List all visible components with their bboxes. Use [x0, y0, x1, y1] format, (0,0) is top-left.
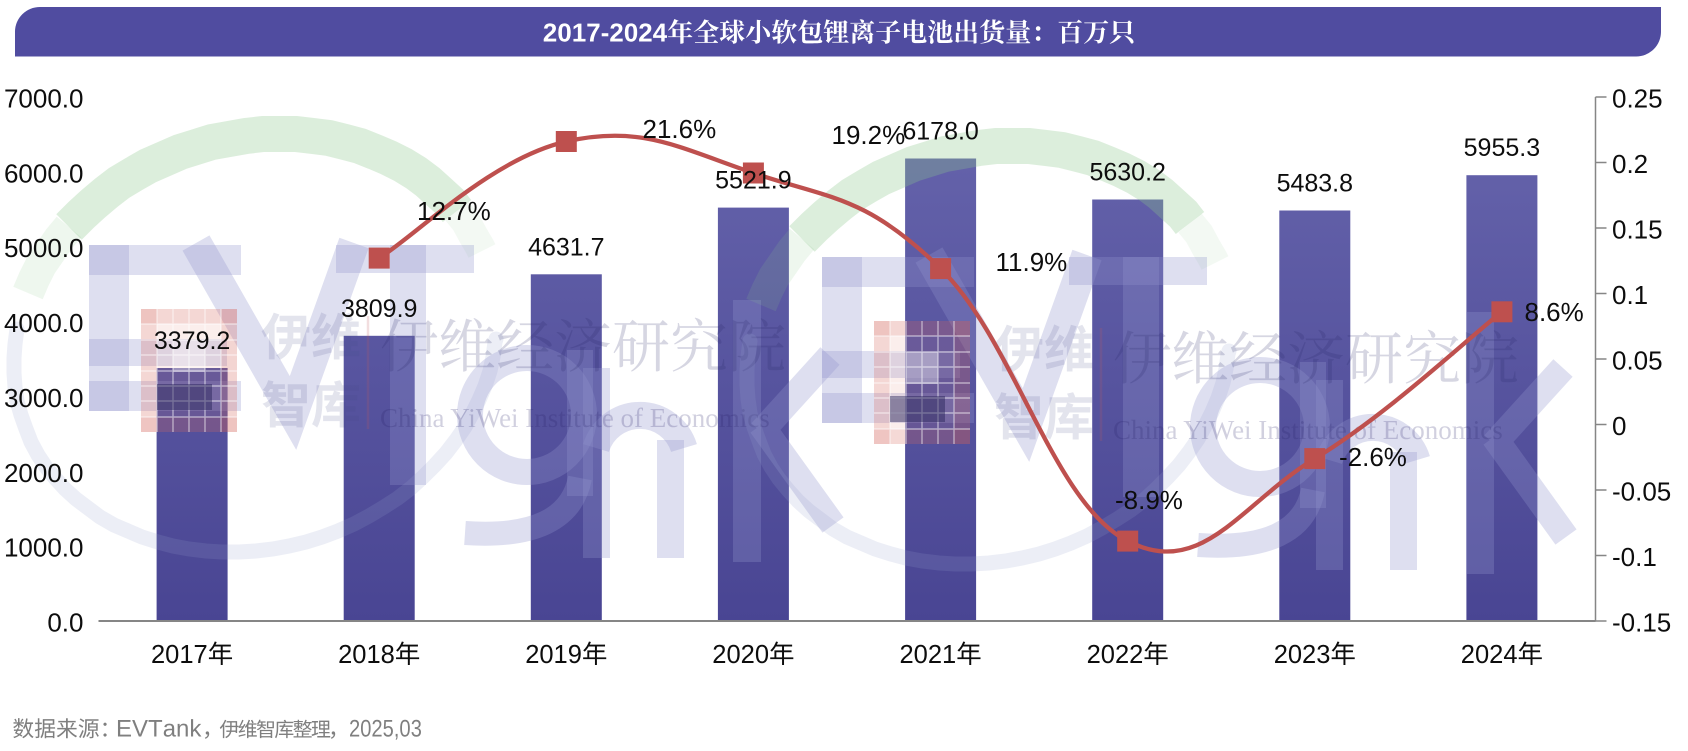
- svg-text:6000.0: 6000.0: [4, 158, 84, 188]
- svg-text:19.2%: 19.2%: [832, 120, 906, 150]
- svg-text:-0.15: -0.15: [1612, 608, 1671, 638]
- svg-text:2020: 2020: [712, 641, 769, 669]
- svg-text:0.1: 0.1: [1612, 280, 1648, 310]
- svg-text:0: 0: [1612, 411, 1626, 441]
- svg-text:7000.0: 7000.0: [4, 84, 84, 114]
- svg-text:-8.9%: -8.9%: [1115, 485, 1183, 515]
- svg-text:4000.0: 4000.0: [4, 308, 84, 338]
- svg-text:6178.0: 6178.0: [902, 118, 978, 146]
- svg-text:4631.7: 4631.7: [528, 234, 604, 262]
- svg-text:5521.9: 5521.9: [715, 167, 791, 195]
- svg-text:2000.0: 2000.0: [4, 458, 84, 488]
- svg-text:0.0: 0.0: [47, 608, 83, 638]
- svg-text:3379.2: 3379.2: [154, 327, 230, 355]
- svg-text:0.2: 0.2: [1612, 149, 1648, 179]
- svg-text:-0.1: -0.1: [1612, 542, 1657, 572]
- svg-text:0.25: 0.25: [1612, 84, 1663, 114]
- svg-text:2018: 2018: [338, 641, 395, 669]
- svg-text:5000.0: 5000.0: [4, 233, 84, 263]
- svg-text:2021: 2021: [900, 641, 957, 669]
- svg-text:12.7%: 12.7%: [417, 196, 491, 226]
- svg-text:-2.6%: -2.6%: [1339, 442, 1407, 472]
- svg-text:21.6%: 21.6%: [643, 114, 717, 144]
- svg-text:2017: 2017: [151, 641, 208, 669]
- svg-text:11.9%: 11.9%: [996, 247, 1068, 277]
- svg-text:8.6%: 8.6%: [1525, 297, 1584, 327]
- svg-text:2019: 2019: [525, 641, 582, 669]
- svg-text:0.05: 0.05: [1612, 346, 1663, 376]
- svg-text:3000.0: 3000.0: [4, 383, 84, 413]
- svg-text:2023: 2023: [1274, 641, 1331, 669]
- svg-text:1000.0: 1000.0: [4, 533, 84, 563]
- svg-text:-0.05: -0.05: [1612, 477, 1671, 507]
- svg-text:3809.9: 3809.9: [341, 295, 417, 323]
- svg-text:2024: 2024: [1461, 641, 1518, 669]
- svg-text:5483.8: 5483.8: [1277, 170, 1353, 198]
- svg-text:0.15: 0.15: [1612, 215, 1663, 245]
- svg-text:5955.3: 5955.3: [1464, 134, 1540, 162]
- svg-text:2022: 2022: [1087, 641, 1144, 669]
- svg-text:5630.2: 5630.2: [1089, 159, 1165, 187]
